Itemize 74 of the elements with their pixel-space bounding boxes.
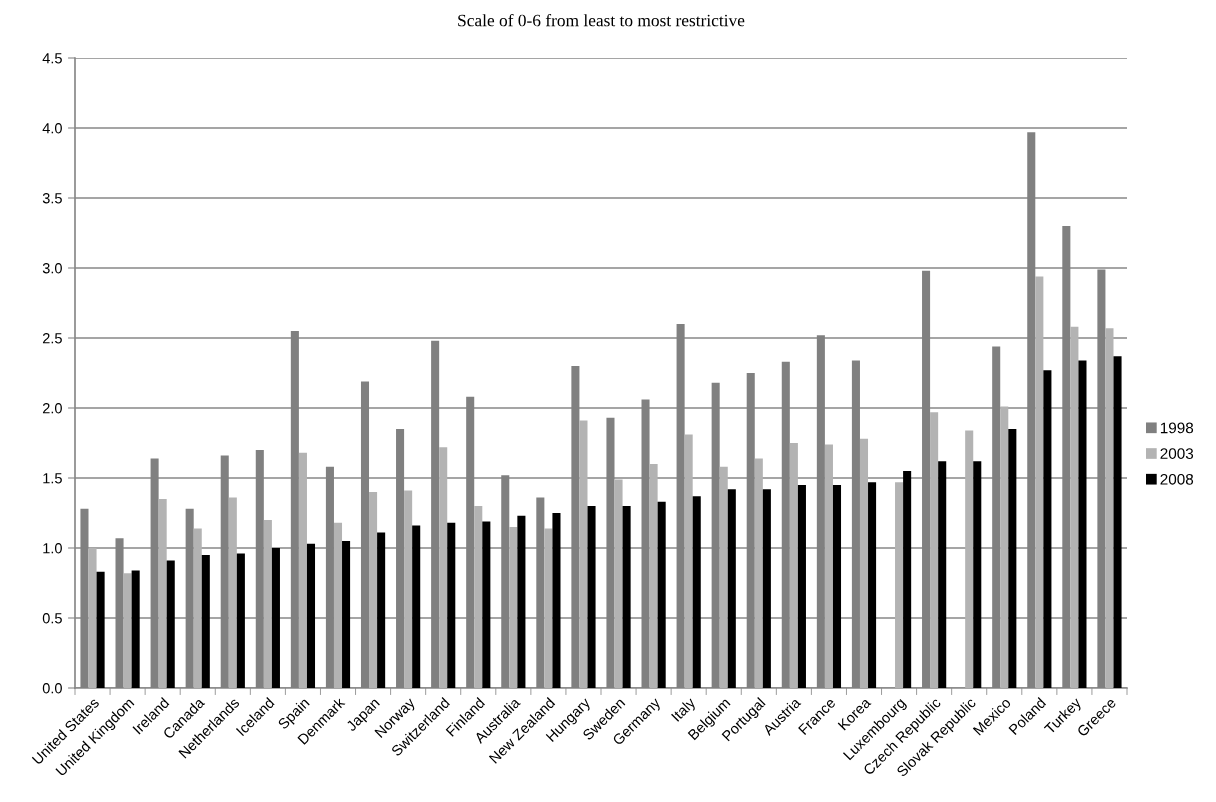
bar bbox=[614, 479, 623, 688]
y-tick-label: 4.5 bbox=[42, 53, 62, 64]
bar bbox=[369, 492, 378, 688]
bar bbox=[1078, 360, 1087, 688]
bar bbox=[965, 430, 974, 688]
bar bbox=[377, 532, 386, 688]
bar bbox=[333, 522, 343, 688]
bar bbox=[439, 447, 448, 688]
bar bbox=[789, 443, 798, 688]
bar bbox=[1105, 328, 1114, 688]
bar bbox=[649, 464, 658, 688]
bar bbox=[552, 513, 561, 688]
bar bbox=[1008, 429, 1017, 688]
legend-label: 1998 bbox=[1160, 422, 1194, 434]
y-tick-label: 4.0 bbox=[42, 123, 62, 134]
bar bbox=[482, 521, 491, 688]
bar bbox=[201, 555, 210, 688]
bar bbox=[1035, 276, 1044, 688]
bar bbox=[859, 438, 869, 688]
bar bbox=[263, 520, 272, 688]
bar bbox=[903, 471, 912, 688]
bar bbox=[824, 444, 833, 688]
bar bbox=[447, 522, 456, 688]
bar bbox=[587, 506, 596, 688]
bar bbox=[973, 461, 982, 688]
bar bbox=[131, 570, 140, 688]
bar bbox=[412, 525, 421, 688]
bar bbox=[342, 541, 351, 688]
bar bbox=[657, 501, 666, 688]
bar bbox=[123, 573, 132, 688]
y-tick-label: 2.0 bbox=[42, 403, 62, 414]
bar bbox=[938, 461, 947, 688]
y-tick-label: 0.5 bbox=[42, 613, 62, 624]
bar bbox=[797, 485, 806, 688]
bar bbox=[622, 506, 631, 688]
bar bbox=[727, 489, 736, 688]
bar bbox=[762, 489, 771, 688]
bar bbox=[228, 497, 237, 688]
bar bbox=[719, 466, 728, 688]
bar bbox=[96, 571, 105, 688]
y-tick-label: 2.5 bbox=[42, 333, 62, 344]
y-tick-label: 3.0 bbox=[42, 263, 62, 274]
bar bbox=[692, 496, 701, 688]
bar bbox=[684, 434, 693, 688]
y-tick-label: 1.0 bbox=[43, 543, 62, 554]
bar bbox=[158, 499, 167, 688]
bar bbox=[930, 412, 939, 688]
bar bbox=[1043, 370, 1052, 688]
bar bbox=[579, 420, 588, 688]
bar bbox=[1070, 326, 1079, 688]
bar bbox=[306, 543, 316, 688]
bar bbox=[517, 515, 526, 688]
bar bbox=[1113, 356, 1122, 688]
bar bbox=[509, 527, 518, 688]
bar bbox=[271, 548, 280, 688]
legend-label: 2003 bbox=[1160, 448, 1194, 459]
bar bbox=[193, 528, 202, 688]
y-tick-label: 1.5 bbox=[43, 473, 62, 484]
bar bbox=[404, 490, 413, 688]
bar bbox=[88, 548, 97, 688]
y-tick-label: 3.5 bbox=[42, 193, 62, 204]
bar bbox=[895, 482, 904, 688]
bar bbox=[298, 452, 307, 688]
chart-title: Scale of 0-6 from least to most restrictive bbox=[458, 13, 745, 27]
bar bbox=[868, 482, 877, 688]
bar bbox=[236, 553, 245, 688]
y-tick-label: 0.0 bbox=[42, 683, 62, 694]
legend-label: 2008 bbox=[1160, 473, 1194, 485]
bar bbox=[474, 506, 483, 688]
bar bbox=[166, 560, 175, 688]
bar bbox=[754, 458, 763, 688]
bar bbox=[1000, 406, 1009, 688]
bar bbox=[832, 485, 842, 688]
bar bbox=[544, 528, 553, 688]
